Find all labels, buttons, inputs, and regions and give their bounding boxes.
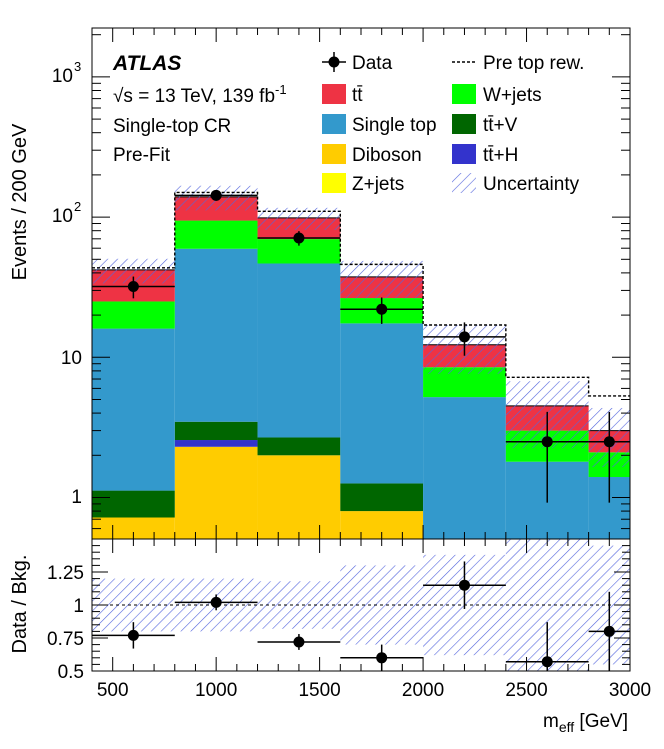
ratio-point-bin-2 [293,636,305,648]
ratio-point-bin-0 [127,629,139,641]
legend-ttv-swatch [452,114,476,134]
ytick-label-1000: 10 [52,66,73,87]
legend-wjets-swatch [452,84,476,104]
legend-entry-wjets: W+jets [452,84,542,106]
legend-entry-pre-top-rew: Pre top rew. [452,53,584,74]
stage-label: Pre-Fit [113,145,171,166]
bar-diboson-bin-1 [174,446,258,539]
ratio-point-bin-3 [376,652,388,664]
bar-ttv-bin-2 [257,437,341,456]
legend-uncertainty-label: Uncertainty [483,174,580,195]
legend-entry-data: Data [322,52,393,74]
ratio-y-axis-label: Data / Bkg. [9,555,31,654]
data-point-bin-4 [458,331,470,343]
data-point-bin-0 [127,280,139,292]
legend-uncertainty-swatch [452,173,476,193]
x-axis-label-sub: eff [559,719,574,735]
legend-diboson-swatch [322,144,346,164]
xtick-label-3000: 3000 [609,680,651,701]
pre-top-rew-line [92,191,630,397]
ratio-point-bin-1 [210,596,222,608]
energy-label-sup: -1 [275,82,287,97]
bar-ttv-bin-3 [340,483,424,512]
xtick-label-1500: 1500 [298,680,340,701]
xtick-label-2000: 2000 [402,680,444,701]
xtick-label-500: 500 [97,680,129,701]
ratio-point-bin-4 [458,579,470,591]
xtick-label-1000: 1000 [195,680,237,701]
x-axis-label-unit: [GeV] [574,711,628,732]
legend-zjets-label: Z+jets [352,174,404,195]
data-point-bin-6 [603,436,615,448]
data-point-bin-1 [210,189,222,201]
ratio-ytick-label-1: 0.75 [47,629,84,650]
legend-entry-diboson: Diboson [322,144,422,166]
bar-single-top-bin-3 [340,323,424,484]
ytick-label-1000-exp: 3 [74,59,81,74]
ytick-label-100: 10 [52,206,73,227]
y-axis-label: Events / 200 GeV [9,123,31,280]
legend-ttbar-label: tt̄ [352,85,363,106]
bar-single-top-bin-1 [174,248,258,422]
ratio-point-bin-5 [541,656,553,668]
ytick-label-10: 10 [61,348,82,369]
legend-ttv-label: tt̄+V [483,115,518,136]
bar-single-top-bin-2 [257,263,341,438]
data-point-bin-2 [293,232,305,244]
main-panel [92,185,630,539]
legend-data-marker [328,56,340,68]
legend-entry-zjets: Z+jets [322,173,404,195]
uncertainty-band-bin-2 [257,207,341,230]
bar-tth-bin-1 [174,440,258,447]
legend-pre-top-rew-label: Pre top rew. [483,53,584,74]
ratio-panel [92,539,630,671]
x-axis-label: meff [GeV] [543,711,628,735]
legend-tth-swatch [452,144,476,164]
xtick-label-2500: 2500 [505,680,547,701]
ratio-ytick-label-2: 1 [73,596,84,617]
legend-wjets-label: W+jets [483,85,542,106]
legend-entry-ttbar: tt̄ [322,84,363,106]
x-axis-label-main: m [543,711,559,732]
ytick-label-1: 1 [71,487,82,508]
energy-label-text: √s = 13 TeV, 139 fb [113,86,275,107]
legend-data-label: Data [352,53,393,74]
bar-ttv-bin-0 [92,490,175,518]
legend-zjets-swatch [322,173,346,193]
ratio-point-bin-6 [603,625,615,637]
legend-entry-single-top: Single top [322,114,437,136]
bar-single-top-bin-0 [92,328,175,491]
legend: Data tt̄ Single top Diboson Z+jets Pre t… [322,52,584,195]
region-label: Single-top CR [113,116,231,137]
legend-single-top-label: Single top [352,115,437,136]
bar-w-jets-bin-0 [92,301,175,329]
axes: 500 1000 1500 2000 2500 3000 0.5 0.75 1 1.25 [47,28,651,701]
energy-label: √s = 13 TeV, 139 fb-1 [113,82,287,107]
ytick-label-100-exp: 2 [74,199,81,214]
legend-tth-label: tt̄+H [483,145,518,166]
legend-diboson-label: Diboson [352,145,422,166]
bar-diboson-bin-2 [257,455,341,539]
legend-entry-ttv: tt̄+V [452,114,518,136]
legend-entry-uncertainty: Uncertainty [452,173,580,195]
legend-single-top-swatch [322,114,346,134]
ratio-ytick-label-3: 1.25 [47,563,84,584]
data-point-bin-5 [541,436,553,448]
data-point-bin-3 [376,303,388,315]
ratio-ytick-label-0: 0.5 [58,662,84,683]
bar-ttv-bin-1 [174,421,258,441]
uncertainty-band-bin-3 [340,260,424,299]
bar-w-jets-bin-1 [174,220,258,249]
legend-entry-tth: tt̄+H [452,144,518,166]
legend-ttbar-swatch [322,84,346,104]
bar-single-top-bin-4 [423,397,506,539]
atlas-label: ATLAS [112,52,181,75]
